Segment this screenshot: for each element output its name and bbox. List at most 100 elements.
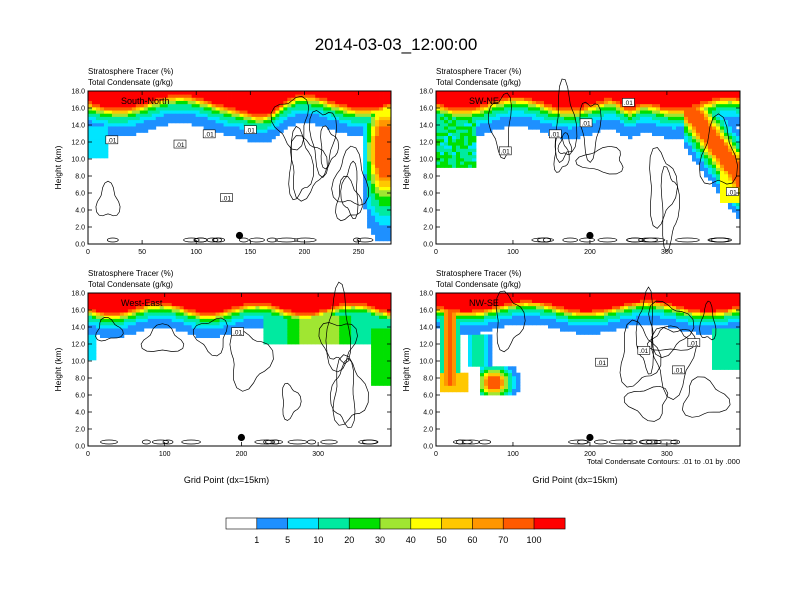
field-cell [684,293,689,297]
field-cell [135,308,141,313]
field-cell [728,148,733,152]
field-cell [327,94,332,98]
field-cell [728,91,733,95]
field-cell [111,324,117,329]
field-cell [652,94,657,98]
field-cell [235,302,240,307]
field-cell [480,344,485,348]
field-cell [728,145,733,149]
field-cell [219,106,224,111]
field-cell [215,103,220,108]
field-cell [672,110,677,114]
field-cell [488,94,493,98]
field-cell [163,103,169,108]
field-cell [107,126,113,130]
field-cell [612,293,617,297]
field-cell [147,103,153,108]
field-cell [544,116,549,121]
field-cell [440,296,445,300]
field-cell [660,296,665,300]
field-cell [512,308,517,313]
field-cell [680,91,685,95]
field-cell [656,132,661,137]
field-cell [524,318,529,323]
field-cell [127,321,133,326]
field-cell [524,312,529,316]
field-cell [343,100,348,105]
field-cell [127,113,133,117]
field-cell [672,305,677,310]
field-cell [680,312,685,316]
field-cell [452,385,457,390]
field-cell [279,103,284,108]
field-cell [383,132,388,137]
field-cell [283,299,288,303]
field-cell [556,315,561,319]
field-cell [648,106,653,111]
field-cell [452,157,457,162]
field-cell [88,154,93,159]
field-cell [704,170,709,175]
field-cell [147,116,153,121]
field-cell [335,116,340,121]
field-cell [712,161,717,165]
field-cell [131,100,137,105]
field-cell [275,324,280,329]
field-cell [500,110,505,114]
field-cell [548,116,553,121]
field-cell [307,293,312,297]
field-cell [560,308,565,313]
field-cell [163,122,169,127]
field-cell [668,293,673,297]
field-cell [624,299,629,303]
contour-cell [162,439,174,445]
field-cell [363,318,368,323]
field-cell [115,113,121,117]
field-cell [472,129,477,133]
field-cell [580,308,585,313]
field-cell [123,331,129,335]
field-cell [676,97,681,101]
field-cell [227,129,232,133]
field-cell [440,164,445,168]
field-cell [363,328,368,332]
field-cell [155,94,161,98]
field-cell [227,324,232,329]
field-cell [652,308,657,313]
field-cell [636,315,641,319]
field-cell [243,94,248,98]
field-cell [724,135,729,140]
field-cell [676,91,681,95]
field-cell [371,221,376,226]
field-cell [231,129,236,133]
field-cell [696,324,701,329]
field-cell [283,113,288,117]
y-axis-label: Height (km) [53,347,63,391]
field-cell [383,356,388,361]
field-cell [676,126,681,130]
field-cell [696,154,701,159]
field-cell [387,353,392,358]
field-cell [692,299,697,303]
field-cell [107,132,113,137]
field-cell [592,126,597,130]
field-cell [311,318,316,323]
field-cell [620,312,625,316]
field-cell [103,305,109,310]
field-cell [564,302,569,307]
field-cell [484,100,489,105]
field-cell [440,382,445,386]
field-cell [363,154,368,159]
field-cell [504,388,509,393]
field-cell [440,302,445,307]
field-cell [239,97,244,101]
field-cell [271,337,276,342]
field-cell [688,113,693,117]
field-cell [580,315,585,319]
field-cell [379,148,384,152]
field-cell [640,106,645,111]
field-cell [311,100,316,105]
field-cell [572,315,577,319]
field-cell [371,324,376,329]
field-cell [548,97,553,101]
